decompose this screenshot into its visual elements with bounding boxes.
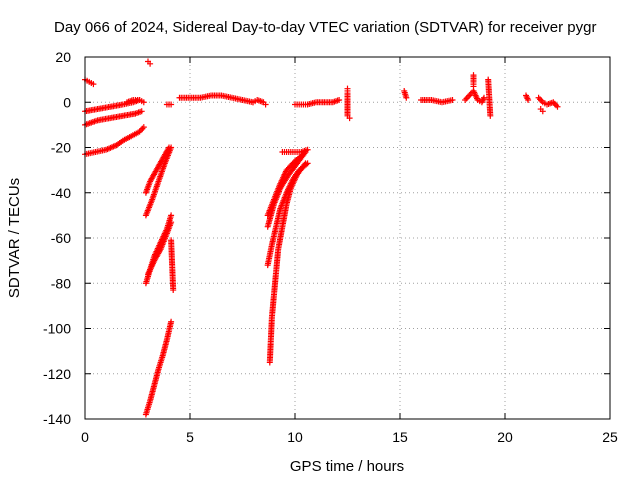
data-point — [403, 94, 410, 101]
data-point — [302, 160, 309, 167]
x-tick-label: 10 — [287, 429, 303, 445]
plot-frame — [84, 56, 611, 420]
y-tick-label: -80 — [51, 275, 71, 291]
y-tick-labels: -140 -120 -100 -80 -60 -40 -20 0 20 — [43, 49, 71, 427]
data-point — [525, 96, 532, 103]
x-tick-label: 15 — [392, 429, 408, 445]
y-tick-label: -60 — [51, 230, 71, 246]
x-tick-label: 20 — [497, 429, 513, 445]
data-point — [346, 115, 353, 122]
data-point — [90, 81, 97, 88]
data-point — [449, 96, 456, 103]
data-point — [470, 83, 477, 90]
data-point — [166, 144, 172, 151]
data-point — [147, 60, 154, 67]
data-point — [168, 212, 175, 219]
y-axis-label: SDTVAR / TECUs — [6, 178, 23, 298]
data-point — [138, 108, 145, 115]
data-point — [304, 146, 311, 153]
data-point — [336, 96, 343, 103]
data-point — [140, 99, 147, 106]
data-point — [262, 101, 269, 108]
y-tick-label: -100 — [43, 321, 71, 337]
data-point — [539, 108, 546, 115]
y-tick-label: -20 — [51, 140, 71, 156]
y-tick-label: -40 — [51, 185, 71, 201]
x-axis-label: GPS time / hours — [290, 458, 404, 475]
x-tick-label: 25 — [602, 429, 618, 445]
data-point — [554, 103, 561, 110]
y-tick-label: -120 — [43, 366, 71, 382]
data-point — [481, 94, 487, 101]
x-tick-label: 0 — [81, 429, 89, 445]
y-tick-label: 0 — [63, 94, 71, 110]
x-tick-labels: 0 5 10 15 20 25 — [81, 429, 618, 445]
data-point — [168, 101, 175, 108]
chart-title: Day 066 of 2024, Sidereal Day-to-day VTE… — [54, 19, 596, 36]
data-point — [168, 318, 175, 325]
data-point — [140, 124, 147, 131]
y-tick-label: -140 — [43, 411, 71, 427]
data-point — [168, 219, 175, 226]
data-point — [170, 287, 177, 294]
data-point — [487, 112, 494, 119]
y-tick-label: 20 — [55, 49, 71, 65]
x-tick-label: 5 — [186, 429, 194, 445]
grid-lines — [85, 57, 610, 419]
